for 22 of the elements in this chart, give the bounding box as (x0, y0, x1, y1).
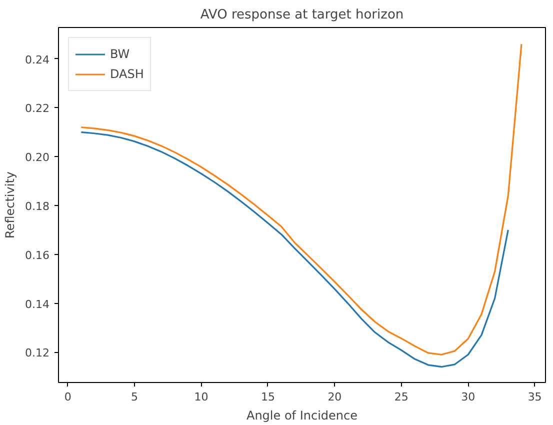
line-series (80, 131, 509, 368)
y-axis-title: Reflectivity (3, 171, 18, 238)
y-tick-label: 0.12 (25, 346, 50, 360)
y-tick-label: 0.22 (25, 102, 50, 116)
x-tick-label: 30 (461, 390, 476, 404)
y-tick-label: 0.16 (25, 248, 50, 262)
legend-label: BW (110, 47, 130, 61)
y-tick-label: 0.14 (25, 298, 50, 311)
x-tick-label: 10 (194, 390, 208, 404)
x-tick-label: 25 (394, 390, 408, 404)
y-tick-label: 0.18 (25, 200, 50, 213)
y-tick-label: 0.20 (25, 151, 50, 164)
legend-label: DASH (110, 67, 144, 81)
x-tick-label: 20 (328, 390, 342, 404)
line-series (80, 43, 522, 356)
y-tick-label: 0.24 (25, 53, 50, 66)
x-tick-label: 5 (131, 390, 138, 404)
x-axis-title: Angle of Incidence (246, 408, 358, 422)
x-tick-label: 35 (528, 390, 542, 404)
x-tick-label: 0 (64, 390, 72, 404)
chart-title: AVO response at target horizon (200, 8, 404, 22)
x-tick-label: 15 (260, 390, 275, 404)
